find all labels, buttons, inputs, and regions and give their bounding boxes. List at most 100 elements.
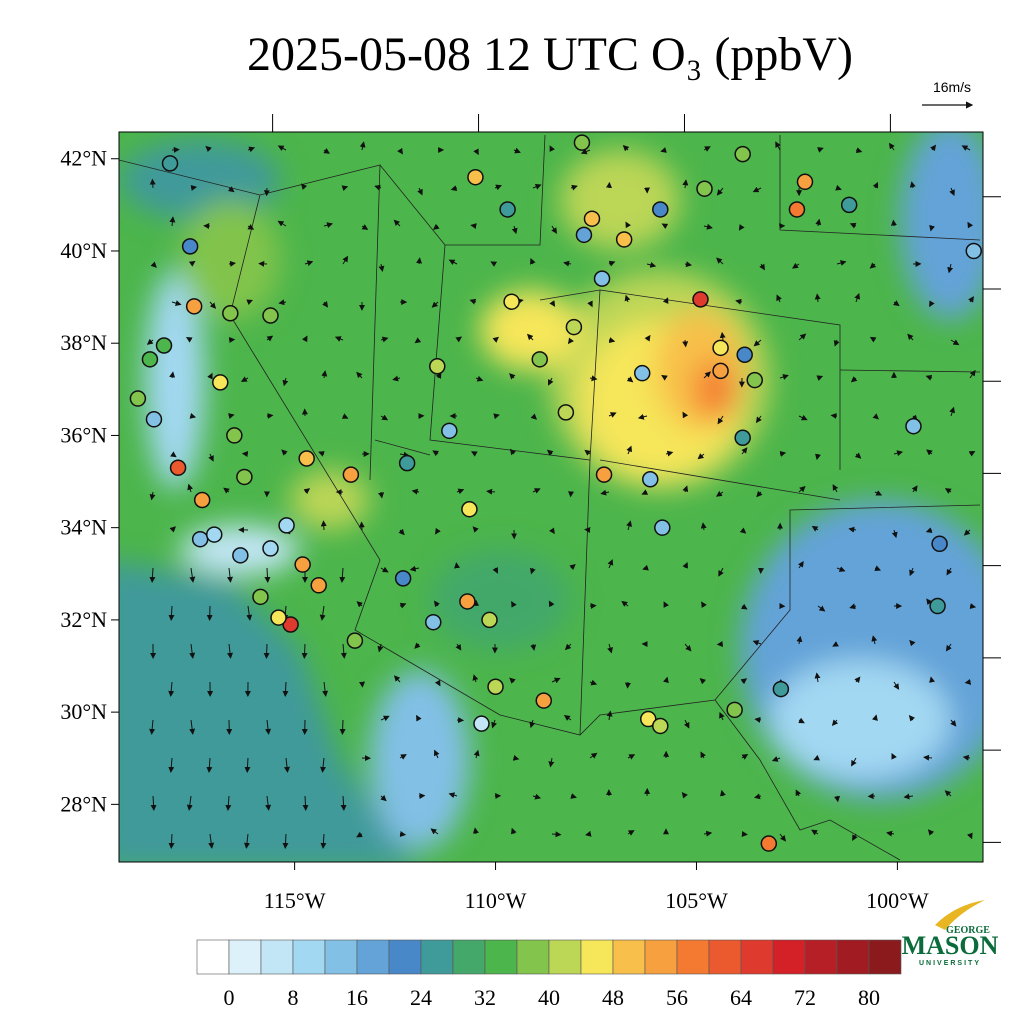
logo-top: GEORGE	[946, 925, 990, 936]
wind-arrow	[529, 719, 536, 729]
wind-arrow	[548, 527, 555, 535]
wind-arrow	[779, 451, 787, 457]
y-tick-label: 40°N	[60, 238, 107, 263]
wind-arrow	[621, 600, 629, 607]
wind-arrow	[929, 224, 935, 232]
station	[169, 459, 187, 476]
wind-arrow	[456, 488, 465, 495]
wind-arrow	[716, 187, 724, 196]
wind-arrow	[779, 833, 787, 842]
wind-arrow	[301, 335, 308, 343]
wind-arrow	[398, 528, 405, 536]
wind-arrow	[684, 643, 692, 652]
station	[226, 427, 243, 444]
wind-arrow	[715, 490, 724, 497]
wind-arrow	[358, 681, 365, 688]
colorbar-box	[196, 939, 230, 975]
wind-arrow	[923, 754, 933, 761]
colorbar-tick-label: 0	[224, 985, 235, 1010]
wind-arrow	[929, 300, 935, 308]
wind-arrow	[834, 795, 841, 803]
wind-arrow	[950, 339, 960, 346]
wind-arrow	[589, 375, 598, 382]
wind-arrow	[813, 754, 821, 761]
wind-arrow	[849, 603, 857, 610]
wind-arrow	[378, 491, 385, 499]
station	[185, 298, 203, 315]
wind-arrow	[380, 336, 389, 343]
wind-arrow	[797, 560, 804, 569]
wind-arrow	[909, 639, 916, 647]
colorbar-box	[676, 939, 710, 975]
wind-arrow	[872, 413, 879, 420]
wind-arrow	[798, 414, 808, 421]
station	[129, 390, 147, 407]
wind-arrow	[374, 184, 382, 191]
wind-arrow	[563, 714, 572, 721]
station	[236, 468, 253, 486]
wind-arrow	[240, 376, 249, 382]
colorbar-box	[516, 939, 550, 975]
wind-arrow	[929, 676, 935, 683]
station	[760, 835, 778, 852]
wind-arrow	[208, 833, 215, 849]
station	[310, 577, 327, 594]
ozone-field	[119, 132, 983, 862]
wind-reference-label: 16m/s	[933, 79, 971, 95]
wind-arrow	[263, 643, 270, 659]
wind-arrow	[608, 337, 616, 344]
wind-arrow	[607, 559, 614, 569]
wind-arrow	[854, 676, 861, 684]
colorbar-box	[612, 939, 646, 975]
wind-arrow	[509, 677, 516, 684]
wind-arrow	[831, 719, 839, 726]
wind-arrow	[644, 334, 651, 342]
wind-arrow	[798, 717, 805, 724]
wind-arrow	[149, 719, 156, 735]
station	[394, 570, 412, 587]
wind-arrow	[570, 793, 577, 799]
x-tick-label: 110°W	[465, 888, 527, 913]
wind-arrow	[471, 451, 478, 457]
x-tick-label: 115°W	[264, 888, 326, 913]
station	[155, 337, 173, 354]
wind-arrow	[945, 643, 952, 652]
wind-arrow	[950, 719, 957, 727]
wind-arrow	[606, 710, 613, 721]
wind-arrow	[851, 757, 857, 767]
wind-arrow	[716, 257, 724, 265]
wind-arrow	[814, 672, 821, 683]
wind-arrow	[584, 527, 591, 533]
colorbar-box	[228, 939, 262, 975]
wind-arrow	[530, 257, 536, 265]
wind-arrow	[320, 520, 327, 531]
wind-arrow	[189, 643, 196, 659]
wind-arrow	[587, 300, 593, 308]
wind-arrow	[380, 414, 389, 421]
wind-arrow	[703, 830, 713, 837]
station	[487, 678, 504, 696]
wind-arrow	[888, 142, 895, 151]
wind-arrow	[627, 830, 635, 836]
wind-arrow	[833, 339, 840, 347]
wind-arrow	[265, 719, 272, 735]
wind-arrow	[228, 260, 237, 267]
wind-arrow	[284, 757, 290, 773]
y-tick-label: 34°N	[60, 515, 107, 540]
wind-arrow	[683, 719, 690, 729]
colorbar-box	[484, 939, 518, 975]
wind-arrow	[244, 757, 251, 773]
wind-arrow	[682, 339, 689, 348]
wind-arrow	[699, 678, 707, 685]
y-tick-label: 32°N	[60, 607, 107, 632]
wind-arrow	[944, 790, 952, 797]
wind-arrow	[700, 751, 706, 759]
station	[441, 422, 458, 440]
wind-arrow	[740, 603, 748, 610]
wind-arrow	[435, 527, 441, 535]
wind-arrow	[511, 225, 518, 235]
wind-arrow	[869, 336, 877, 343]
station	[583, 210, 601, 227]
wind-arrow	[719, 789, 726, 797]
colorbar-tick-label: 16	[346, 985, 368, 1010]
